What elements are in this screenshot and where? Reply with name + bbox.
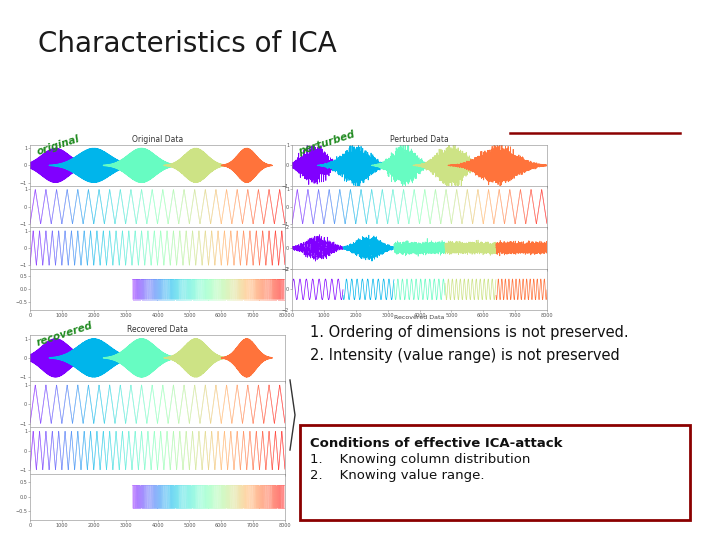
Text: Perturbed Data: Perturbed Data (390, 136, 449, 144)
Text: Recovered Data: Recovered Data (127, 326, 188, 334)
Text: Characteristics of ICA: Characteristics of ICA (38, 30, 337, 58)
Text: 2.    Knowing value range.: 2. Knowing value range. (310, 469, 485, 482)
Text: Conditions of effective ICA-attack: Conditions of effective ICA-attack (310, 437, 562, 450)
Text: 1.    Knowing column distribution: 1. Knowing column distribution (310, 453, 531, 466)
Text: Recovered Data: Recovered Data (394, 315, 444, 320)
Text: Original Data: Original Data (132, 136, 183, 144)
Text: 1. Ordering of dimensions is not preserved.: 1. Ordering of dimensions is not preserv… (310, 325, 629, 340)
Text: recovered: recovered (35, 321, 94, 348)
Text: 2. Intensity (value range) is not preserved: 2. Intensity (value range) is not preser… (310, 348, 620, 363)
FancyBboxPatch shape (300, 425, 690, 520)
Text: original: original (35, 134, 81, 157)
Text: perturbed: perturbed (297, 130, 356, 157)
